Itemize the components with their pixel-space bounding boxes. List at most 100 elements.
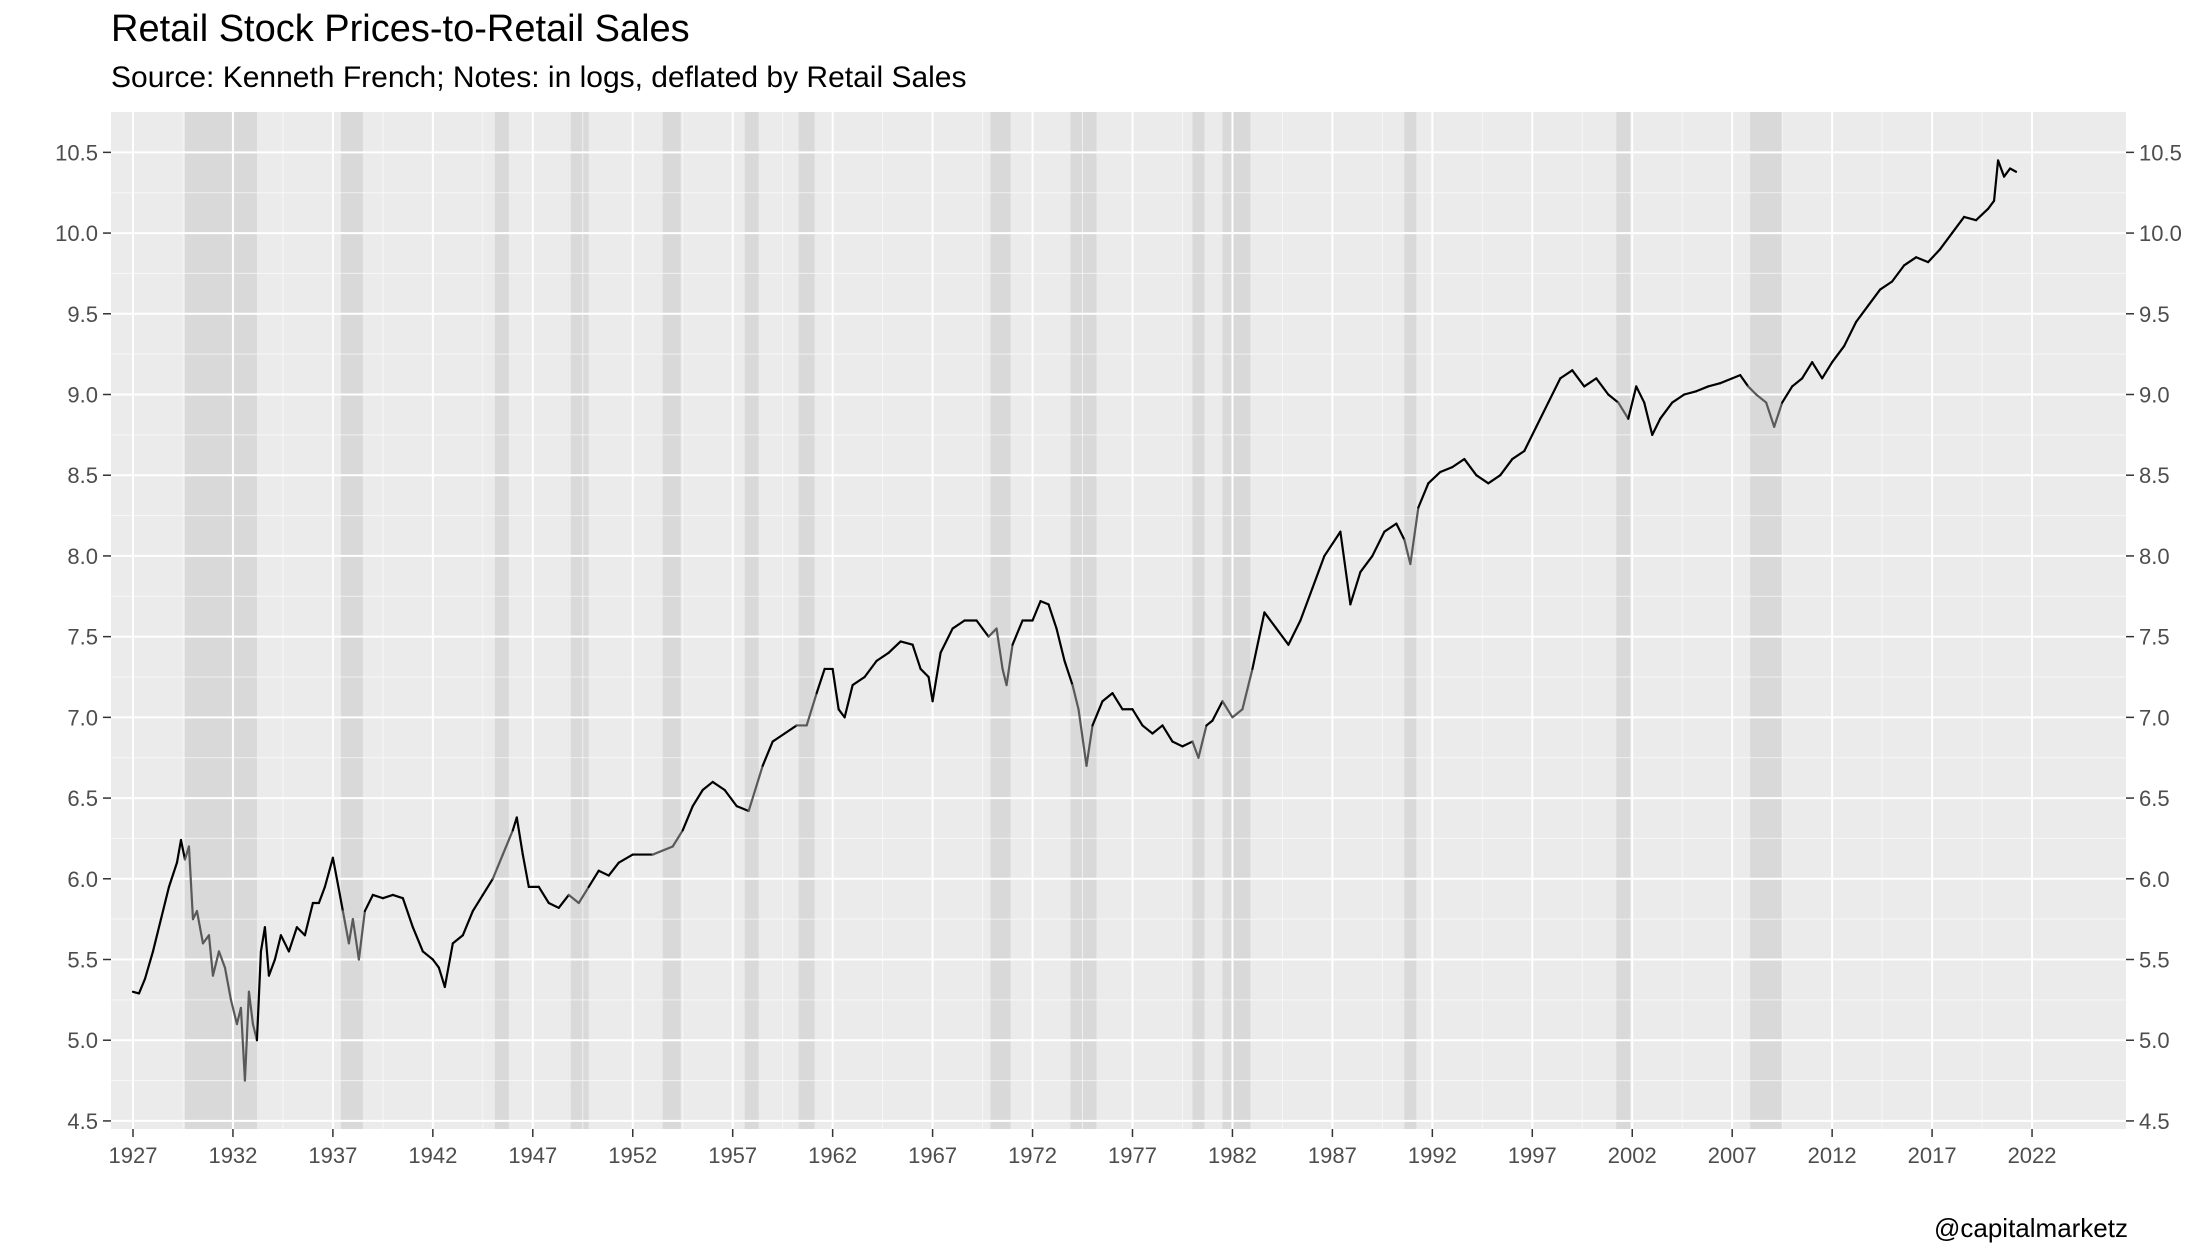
x-tick-label: 1992 xyxy=(1408,1143,1457,1168)
series-segment xyxy=(451,934,464,945)
x-tick-label: 2007 xyxy=(1708,1143,1757,1168)
series-segment xyxy=(617,853,634,864)
series-segment xyxy=(1427,470,1442,485)
series-segment xyxy=(1171,740,1184,748)
x-tick-label: 1962 xyxy=(808,1143,857,1168)
y-tick-label-left: 9.0 xyxy=(67,383,98,408)
series-segment xyxy=(1039,600,1050,606)
series-segment xyxy=(137,977,147,995)
series-segment xyxy=(1499,457,1514,477)
series-segment xyxy=(1755,393,1768,404)
series-segment xyxy=(1151,724,1164,735)
series-segment xyxy=(567,893,580,905)
series-segment xyxy=(681,805,694,832)
series-segment xyxy=(187,845,195,921)
series-segment xyxy=(211,950,221,977)
recession-band xyxy=(184,112,257,1129)
y-tick-label-left: 7.0 xyxy=(67,705,98,730)
series-segment xyxy=(1339,530,1352,606)
series-segment xyxy=(223,966,233,1001)
y-tick-label-right: 9.5 xyxy=(2139,302,2170,327)
y-tick-label-right: 9.0 xyxy=(2139,383,2170,408)
series-segment xyxy=(443,942,454,989)
series-segment xyxy=(671,829,684,848)
series-segment xyxy=(899,640,914,646)
series-segment xyxy=(229,998,239,1026)
series-segment xyxy=(1011,619,1024,646)
series-segment xyxy=(411,926,424,953)
series-segment xyxy=(1071,683,1080,711)
series-segment xyxy=(1547,377,1562,404)
axis-ticks: 1927 1932 1937 1942 1947 1952 1957 1962 1967 1972… xyxy=(55,140,2182,1168)
series-segment xyxy=(1695,385,1710,393)
series-segment xyxy=(1891,264,1906,283)
series-segment xyxy=(1617,401,1630,420)
series-segment xyxy=(371,893,384,900)
series-segment xyxy=(1595,377,1610,396)
series-segment xyxy=(761,740,774,767)
series-segment xyxy=(1831,344,1846,364)
series-segment xyxy=(437,966,446,989)
series-segment xyxy=(347,918,354,945)
series-segment xyxy=(1311,554,1326,590)
series-segment xyxy=(1659,401,1674,420)
recession-band xyxy=(1616,112,1631,1129)
y-tick-label-right: 6.0 xyxy=(2139,867,2170,892)
series-segment xyxy=(1843,320,1858,348)
y-tick-label-right: 5.5 xyxy=(2139,948,2170,973)
series-segment xyxy=(843,683,854,719)
series-segment xyxy=(1781,385,1794,404)
x-tick-label: 1967 xyxy=(908,1143,957,1168)
series-segment xyxy=(1950,215,1966,235)
y-tick-label-left: 5.5 xyxy=(67,948,98,973)
series-segment xyxy=(263,926,271,977)
series-segment xyxy=(2008,167,2018,173)
chart-subtitle: Source: Kenneth French; Notes: in logs, … xyxy=(111,61,967,94)
series-segment xyxy=(401,897,414,929)
recession-bands xyxy=(184,112,1783,1129)
y-tick-label-left: 8.5 xyxy=(67,463,98,488)
series-segment xyxy=(1383,522,1398,533)
series-segment xyxy=(1191,740,1200,759)
y-tick-label-right: 7.5 xyxy=(2139,625,2170,650)
series-segment xyxy=(1855,304,1870,323)
series-segment xyxy=(1161,724,1174,743)
series-segment xyxy=(701,780,714,792)
y-tick-label-right: 10.5 xyxy=(2139,140,2182,165)
series-segment xyxy=(1091,700,1104,727)
series-segment xyxy=(1867,288,1882,307)
series-segment xyxy=(1211,700,1224,722)
series-segment xyxy=(341,909,350,945)
recession-band xyxy=(744,112,759,1129)
series-segment xyxy=(1765,401,1776,428)
x-tick-label: 2022 xyxy=(2008,1143,2057,1168)
series-segment xyxy=(1535,401,1550,428)
series-segment xyxy=(1451,457,1466,469)
x-tick-label: 1947 xyxy=(508,1143,557,1168)
series-segment xyxy=(1005,643,1014,687)
series-segment xyxy=(1101,692,1114,703)
series-segment xyxy=(1251,611,1266,671)
plot-panel xyxy=(111,112,2126,1129)
series-segment xyxy=(1275,627,1290,646)
series-segment xyxy=(1241,667,1254,711)
series-segment xyxy=(1643,401,1654,436)
series-segment xyxy=(1463,457,1478,477)
series-segment xyxy=(1879,280,1894,291)
series-segment xyxy=(317,885,326,905)
series-segment xyxy=(939,627,954,654)
series-segment xyxy=(597,869,610,877)
series-segment xyxy=(391,893,404,900)
series-segment xyxy=(1077,708,1088,767)
series-segment xyxy=(1047,603,1058,630)
x-tick-label: 2002 xyxy=(1608,1143,1657,1168)
series-segment xyxy=(151,918,163,953)
series-segment xyxy=(1409,506,1420,566)
series-segment xyxy=(207,934,215,977)
x-tick-label: 1957 xyxy=(708,1143,757,1168)
recession-band xyxy=(494,112,509,1129)
y-tick-label-left: 7.5 xyxy=(67,625,98,650)
series-segment xyxy=(1085,724,1094,767)
series-segment xyxy=(1395,522,1406,541)
